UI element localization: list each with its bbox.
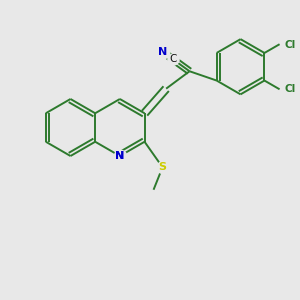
Text: S: S	[158, 162, 166, 172]
Text: Cl: Cl	[284, 40, 296, 50]
Text: N: N	[115, 151, 124, 161]
Text: N: N	[115, 151, 124, 161]
Text: N: N	[158, 47, 167, 57]
Text: Cl: Cl	[284, 84, 296, 94]
Text: C: C	[169, 54, 177, 64]
